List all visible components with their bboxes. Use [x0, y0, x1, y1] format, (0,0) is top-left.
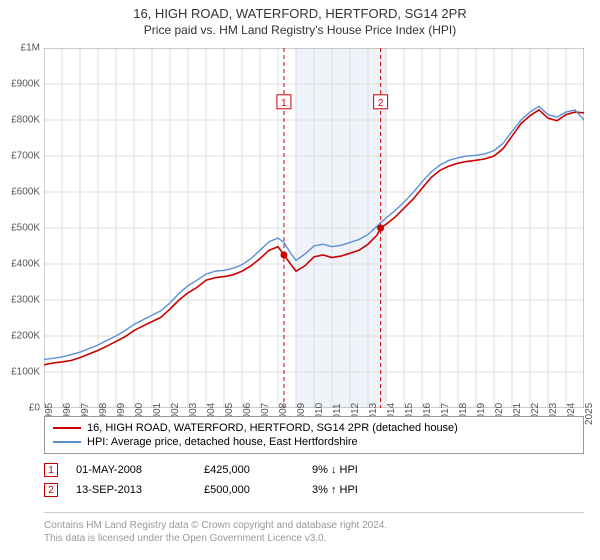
legend-swatch-2 [53, 441, 81, 443]
legend: 16, HIGH ROAD, WATERFORD, HERTFORD, SG14… [44, 416, 584, 454]
transaction-price: £500,000 [204, 484, 294, 496]
y-tick-label: £700K [11, 151, 40, 162]
legend-row: HPI: Average price, detached house, East… [53, 435, 575, 449]
transaction-hpi-diff: 3% ↑ HPI [312, 484, 402, 496]
chart-container: 16, HIGH ROAD, WATERFORD, HERTFORD, SG14… [0, 0, 600, 560]
transaction-price: £425,000 [204, 464, 294, 476]
y-tick-label: £300K [11, 295, 40, 306]
y-tick-label: £600K [11, 187, 40, 198]
legend-label-2: HPI: Average price, detached house, East… [87, 436, 358, 448]
y-tick-label: £1M [21, 43, 40, 54]
y-tick-label: £100K [11, 367, 40, 378]
legend-label-1: 16, HIGH ROAD, WATERFORD, HERTFORD, SG14… [87, 422, 458, 434]
footer-line: This data is licensed under the Open Gov… [44, 532, 584, 545]
svg-text:1: 1 [281, 98, 287, 109]
transaction-hpi-diff: 9% ↓ HPI [312, 464, 402, 476]
transaction-date: 01-MAY-2008 [76, 464, 186, 476]
y-tick-label: £400K [11, 259, 40, 270]
y-tick-label: £0 [29, 403, 40, 414]
table-row: 2 13-SEP-2013 £500,000 3% ↑ HPI [44, 480, 584, 500]
y-tick-label: £500K [11, 223, 40, 234]
transaction-date: 13-SEP-2013 [76, 484, 186, 496]
y-tick-label: £800K [11, 115, 40, 126]
chart-svg: 12 [44, 48, 584, 408]
legend-row: 16, HIGH ROAD, WATERFORD, HERTFORD, SG14… [53, 421, 575, 435]
transaction-marker-icon: 1 [44, 463, 58, 477]
y-tick-label: £200K [11, 331, 40, 342]
legend-swatch-1 [53, 427, 81, 429]
transaction-table: 1 01-MAY-2008 £425,000 9% ↓ HPI 2 13-SEP… [44, 460, 584, 500]
footer-line: Contains HM Land Registry data © Crown c… [44, 519, 584, 532]
transaction-marker-icon: 2 [44, 483, 58, 497]
chart-title: 16, HIGH ROAD, WATERFORD, HERTFORD, SG14… [0, 0, 600, 21]
table-row: 1 01-MAY-2008 £425,000 9% ↓ HPI [44, 460, 584, 480]
y-tick-label: £900K [11, 79, 40, 90]
chart-plot-area: 12 £0£100K£200K£300K£400K£500K£600K£700K… [44, 48, 584, 408]
svg-text:2: 2 [378, 98, 384, 109]
x-tick-label: 2025 [584, 403, 595, 425]
footer: Contains HM Land Registry data © Crown c… [44, 512, 584, 545]
chart-subtitle: Price paid vs. HM Land Registry's House … [0, 21, 600, 37]
